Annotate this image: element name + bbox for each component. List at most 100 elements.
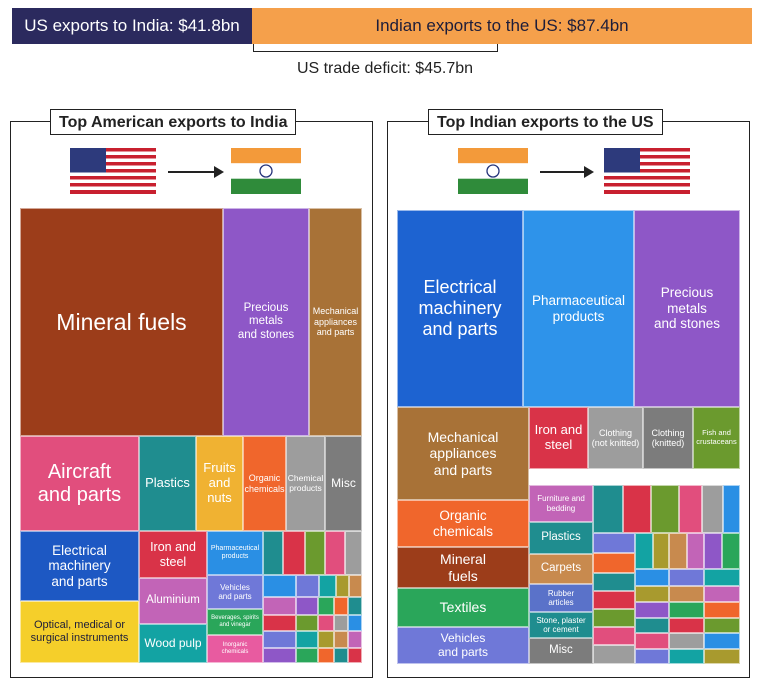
- india-export-cell-vehicles-and-parts: Vehicles and parts: [397, 627, 529, 664]
- india-export-minor-category-cell: [635, 602, 669, 618]
- india-export-minor-category-cell: [669, 633, 704, 649]
- us-export-cell-mineral-fuels: Mineral fuels: [20, 208, 223, 436]
- us-exports-treemap: Mineral fuels Precious metals and stones M…: [20, 208, 362, 663]
- us-export-minor-category-cell: [296, 615, 318, 631]
- india-export-cell-label: Vehicles and parts: [437, 630, 489, 659]
- india-export-minor-category-cell: [593, 485, 623, 533]
- us-export-cell-label: Pharmaceutical products: [210, 544, 260, 560]
- us-export-minor-category-cell: [348, 597, 362, 615]
- india-export-minor-category-cell: [593, 533, 635, 553]
- arrowhead-icon-2: [584, 166, 594, 178]
- india-export-cell-label: Furniture and bedding: [537, 494, 585, 513]
- india-export-minor-category-cell: [593, 609, 635, 627]
- us-export-cell-label: Iron and steel: [150, 540, 196, 569]
- india-export-minor-category-cell: [679, 485, 702, 533]
- india-export-cell-electrical-machinery-and-parts: Electrical machinery and parts: [397, 210, 523, 407]
- us-export-cell-beverages-spirits-and-vinegar: Beverages, spirits and vinegar: [207, 609, 263, 635]
- us-export-minor-category-cell: [348, 615, 362, 631]
- us-export-minor-category-cell: [325, 531, 345, 575]
- india-export-cell-rubber-articles: Rubber articles: [529, 584, 593, 612]
- india-export-minor-category-cell: [593, 573, 635, 591]
- arrow-right-icon: [168, 171, 216, 173]
- us-export-minor-category-cell: [336, 575, 349, 597]
- india-export-minor-category-cell: [669, 618, 704, 633]
- india-export-cell-clothing-knitted: Clothing (knitted): [643, 407, 693, 469]
- us-flag-icon-2: [604, 148, 690, 194]
- us-export-minor-category-cell: [318, 631, 334, 648]
- us-export-cell-aircraft-and-parts: Aircraft and parts: [20, 436, 139, 531]
- us-export-cell-label: Aluminium: [146, 594, 200, 607]
- us-export-minor-category-cell: [263, 575, 296, 597]
- us-exports-label: US exports to India: $41.8bn: [24, 16, 240, 35]
- india-export-cell-label: Carpets: [540, 562, 582, 575]
- us-export-minor-category-cell: [305, 531, 325, 575]
- india-export-minor-category-cell: [669, 533, 687, 569]
- us-export-cell-optical-medical-or-surgical-instruments: Optical, medical or surgical instruments: [20, 601, 139, 663]
- us-export-cell-label: Inorganic chemicals: [221, 642, 249, 655]
- india-export-minor-category-cell: [635, 586, 669, 602]
- us-exports-bar: US exports to India: $41.8bn: [12, 8, 252, 44]
- india-export-cell-label: Iron and steel: [534, 422, 583, 452]
- india-export-cell-label: Electrical machinery and parts: [418, 277, 502, 339]
- us-export-minor-category-cell: [319, 575, 336, 597]
- india-export-minor-category-cell: [635, 569, 669, 586]
- us-export-minor-category-cell: [296, 648, 318, 663]
- us-export-minor-category-cell: [318, 615, 334, 631]
- india-export-cell-carpets: Carpets: [529, 554, 593, 584]
- us-export-cell-label: Misc: [331, 475, 356, 490]
- us-export-minor-category-cell: [263, 648, 296, 663]
- us-export-cell-misc: Misc: [325, 436, 362, 531]
- arrowhead-icon: [214, 166, 224, 178]
- india-export-minor-category-cell: [593, 553, 635, 573]
- us-export-cell-label: Chemical products: [287, 472, 324, 493]
- us-exports-panel-title: Top American exports to India: [50, 109, 297, 135]
- us-export-cell-label: Optical, medical or surgical instruments: [30, 619, 129, 644]
- india-export-minor-category-cell: [593, 645, 635, 664]
- india-export-minor-category-cell: [723, 485, 740, 533]
- arrow-right-icon-2: [540, 171, 586, 173]
- us-export-cell-label: Beverages, spirits and vinegar: [211, 615, 259, 628]
- india-export-cell-label: Clothing (knitted): [651, 427, 685, 448]
- india-export-cell-label: Organic chemicals: [432, 507, 494, 539]
- india-flag-icon-2: [458, 148, 528, 194]
- us-export-cell-inorganic-chemicals: Inorganic chemicals: [207, 635, 263, 663]
- india-export-minor-category-cell: [593, 591, 635, 609]
- us-export-minor-category-cell: [318, 597, 334, 615]
- us-export-minor-category-cell: [296, 575, 319, 597]
- us-export-minor-category-cell: [318, 648, 334, 663]
- us-export-cell-fruits-and-nuts: Fruits and nuts: [196, 436, 243, 531]
- india-export-minor-category-cell: [704, 569, 740, 586]
- us-export-minor-category-cell: [263, 531, 283, 575]
- india-export-cell-organic-chemicals: Organic chemicals: [397, 500, 529, 547]
- us-export-minor-category-cell: [334, 597, 348, 615]
- india-export-minor-category-cell: [669, 586, 704, 602]
- us-export-cell-vehicles-and-parts: Vehicles and parts: [207, 575, 263, 609]
- us-export-minor-category-cell: [296, 597, 318, 615]
- us-export-minor-category-cell: [263, 597, 296, 615]
- india-export-cell-mineral-fuels: Mineral fuels: [397, 547, 529, 588]
- us-export-cell-organic-chemicals: Organic chemicals: [243, 436, 286, 531]
- india-export-minor-category-cell: [722, 533, 740, 569]
- india-export-cell-label: Misc: [549, 644, 573, 657]
- us-export-cell-label: Mechanical appliances and parts: [312, 306, 359, 338]
- us-export-cell-aluminium: Aluminium: [139, 578, 207, 624]
- us-export-minor-category-cell: [345, 531, 362, 575]
- india-exports-bar: Indian exports to the US: $87.4bn: [252, 8, 752, 44]
- us-export-cell-label: Plastics: [145, 475, 190, 491]
- india-export-cell-pharmaceutical-products: Pharmaceutical products: [523, 210, 634, 407]
- india-export-minor-category-cell: [653, 533, 669, 569]
- india-export-minor-category-cell: [593, 627, 635, 645]
- india-exports-label: Indian exports to the US: $87.4bn: [375, 16, 629, 35]
- us-export-minor-category-cell: [283, 531, 305, 575]
- india-export-cell-label: Mineral fuels: [440, 551, 486, 584]
- india-export-minor-category-cell: [669, 569, 704, 586]
- us-export-minor-category-cell: [334, 648, 348, 663]
- india-export-cell-label: Fish and crustaceans: [696, 428, 737, 446]
- us-export-minor-category-cell: [334, 615, 348, 631]
- india-export-cell-textiles: Textiles: [397, 588, 529, 627]
- india-export-minor-category-cell: [635, 649, 669, 664]
- us-export-cell-pharmaceutical-products: Pharmaceutical products: [207, 531, 263, 575]
- us-export-cell-label: Vehicles and parts: [218, 582, 252, 601]
- us-export-cell-precious-metals-and-stones: Precious metals and stones: [223, 208, 309, 436]
- india-export-cell-misc: Misc: [529, 638, 593, 664]
